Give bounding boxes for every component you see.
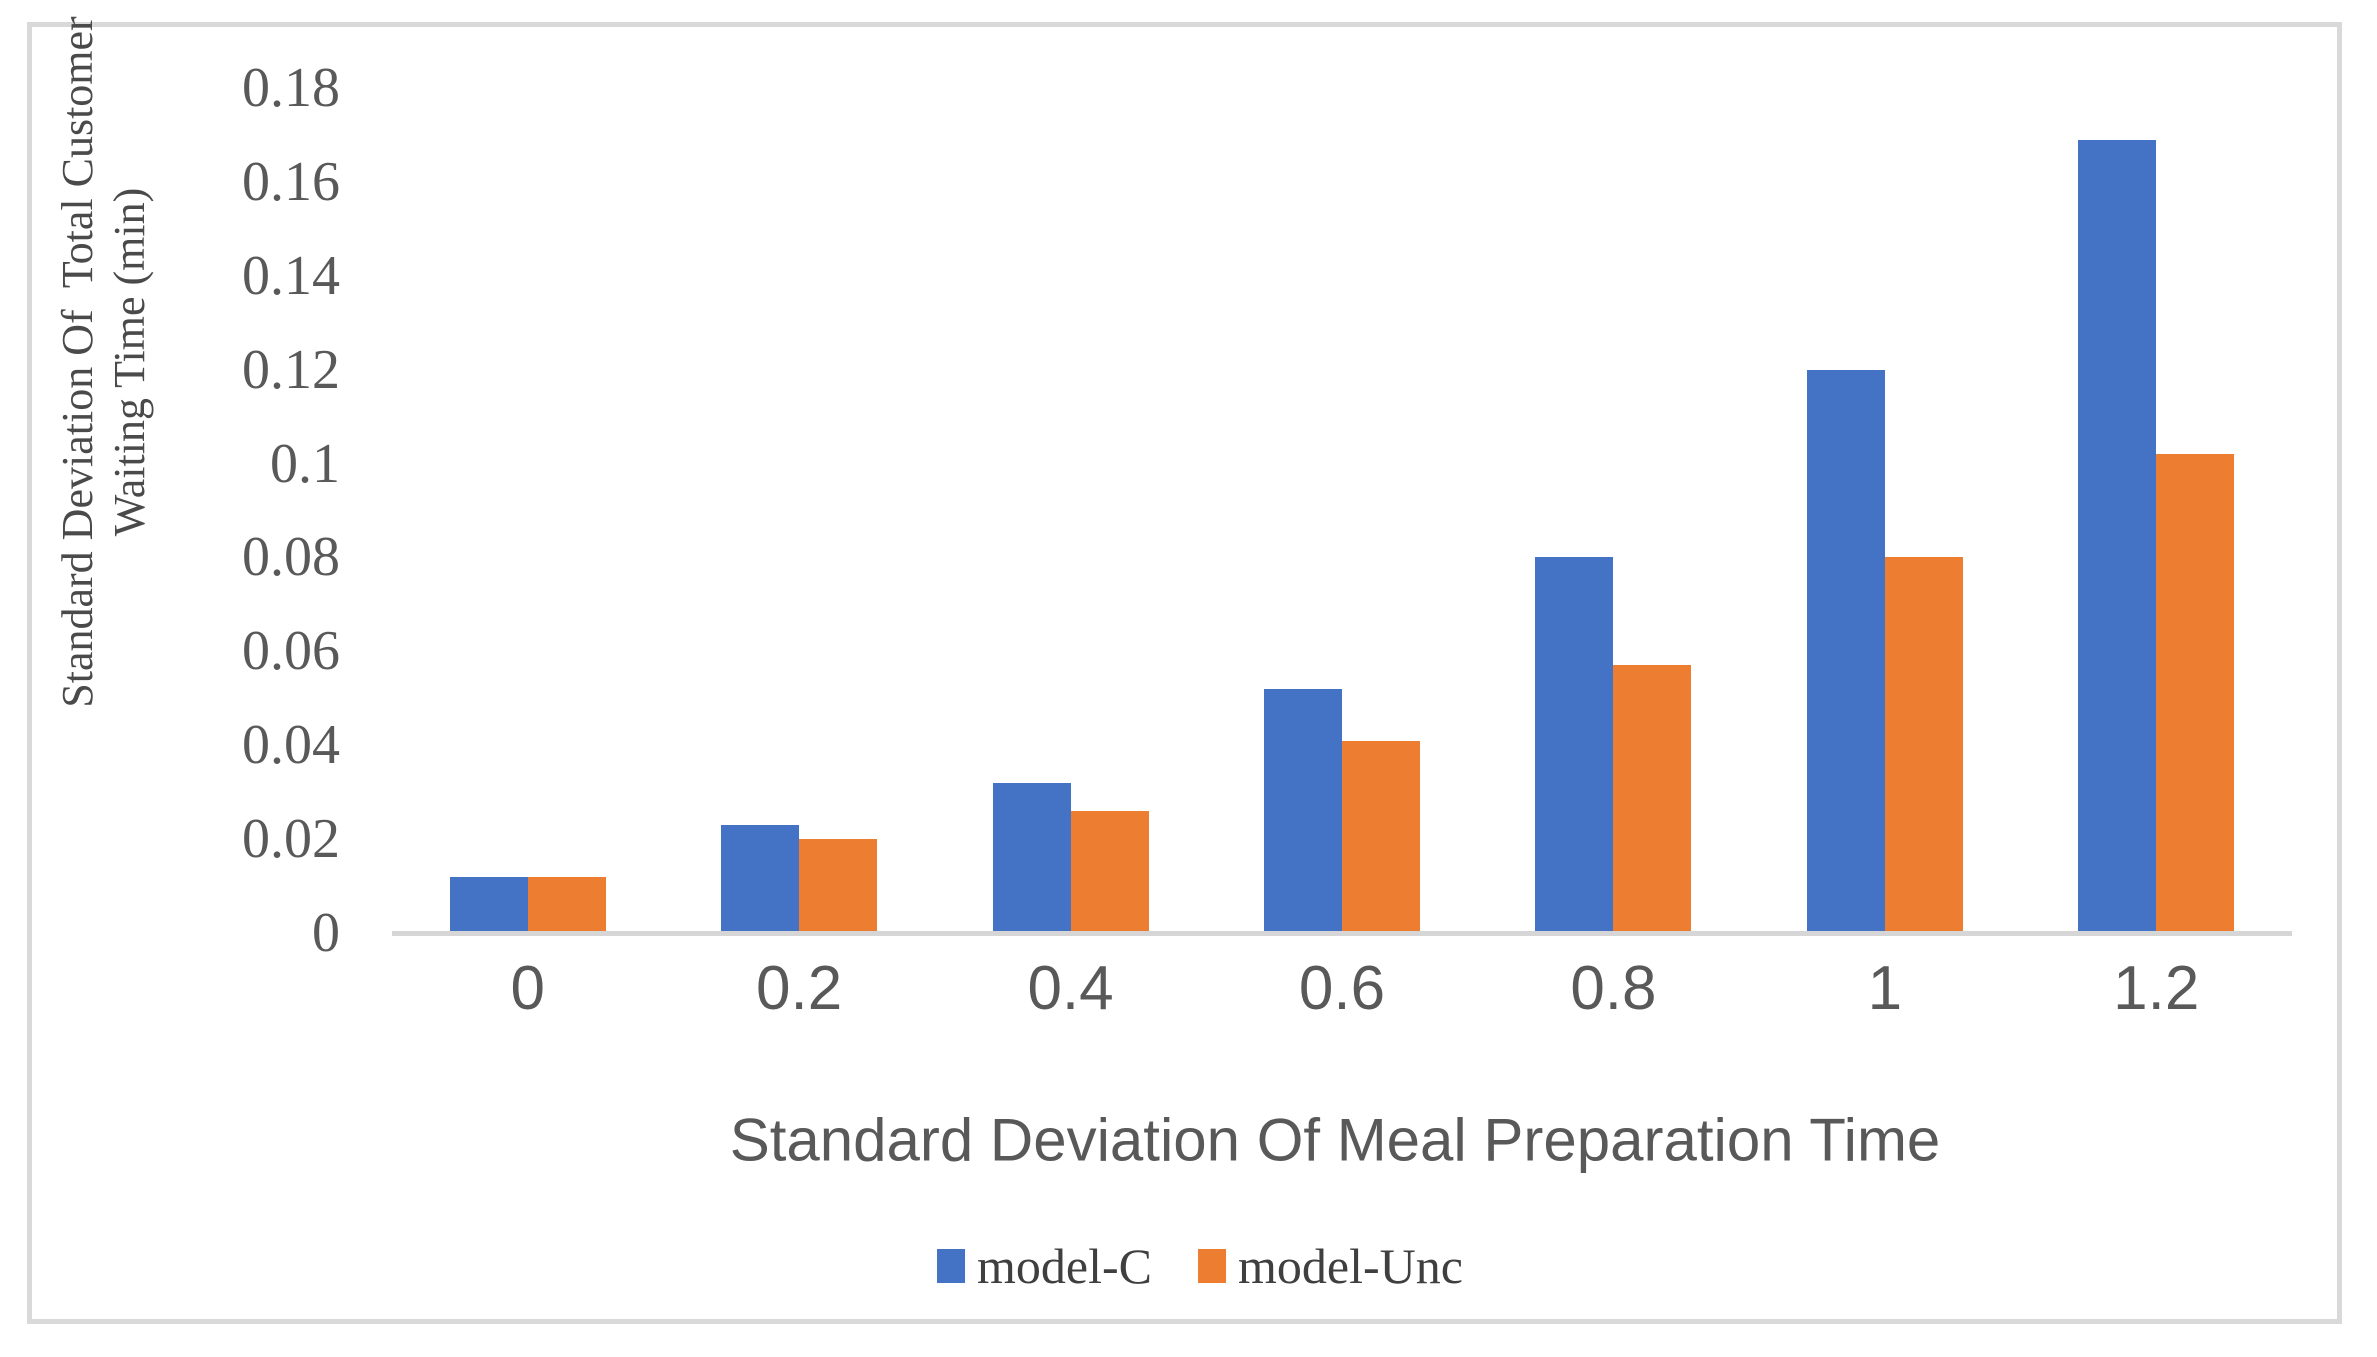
bar-model-C-x1.2 <box>2078 139 2157 933</box>
x-tick-label: 0.4 <box>1027 954 1114 1023</box>
y-tick-label: 0.16 <box>242 150 340 213</box>
y-tick-label: 0.14 <box>242 244 340 307</box>
legend: model-C model-Unc <box>937 1241 1463 1291</box>
bar-model-Unc-x0 <box>527 876 606 933</box>
x-axis-line <box>392 931 2292 936</box>
x-tick-label: 0.8 <box>1570 954 1657 1023</box>
x-tick-label: 0.6 <box>1298 954 1386 1023</box>
legend-swatch-icon <box>937 1249 966 1283</box>
bar-model-Unc-x1.2 <box>2156 454 2235 933</box>
y-tick-label: 0.12 <box>242 338 340 401</box>
bar-model-C-x0.2 <box>721 825 800 933</box>
y-tick-label: 0.04 <box>242 714 340 777</box>
legend-item-model-C: model-C <box>937 1241 1152 1291</box>
bar-model-C-x0 <box>449 876 528 933</box>
y-axis-title: Standard Deviation Of Total Customer Wai… <box>53 16 154 708</box>
legend-label: model-C <box>977 1238 1153 1294</box>
x-tick-label: 1.2 <box>2113 954 2200 1023</box>
bar-model-Unc-x0.8 <box>1613 665 1692 933</box>
x-axis-title: Standard Deviation Of Meal Preparation T… <box>729 1106 1941 1174</box>
x-tick-label: 0.2 <box>756 954 843 1023</box>
bar-model-C-x0.4 <box>992 782 1071 933</box>
bar-model-C-x1 <box>1806 369 1885 933</box>
x-tick-label: 0 <box>510 954 545 1023</box>
y-tick-label: 0 <box>312 902 340 964</box>
bar-model-Unc-x1 <box>1884 557 1963 933</box>
y-tick-label: 0.08 <box>242 526 340 589</box>
y-tick-label: 0.02 <box>242 808 340 871</box>
bar-model-Unc-x0.6 <box>1342 740 1420 933</box>
legend-item-model-Unc: model-Unc <box>1198 1241 1463 1291</box>
bar-model-Unc-x0.2 <box>799 839 878 933</box>
legend-swatch-icon <box>1198 1249 1227 1283</box>
figure-border <box>27 22 2342 1324</box>
y-tick-label: 0.06 <box>242 620 340 683</box>
y-tick-label: 0.18 <box>242 57 340 119</box>
legend-label: model-Unc <box>1238 1238 1463 1294</box>
x-tick-label: 1 <box>1867 954 1903 1023</box>
bar-model-Unc-x0.4 <box>1070 810 1149 933</box>
bar-model-C-x0.6 <box>1264 688 1342 933</box>
bar-model-C-x0.8 <box>1535 557 1614 933</box>
y-tick-label: 0.1 <box>270 432 340 495</box>
